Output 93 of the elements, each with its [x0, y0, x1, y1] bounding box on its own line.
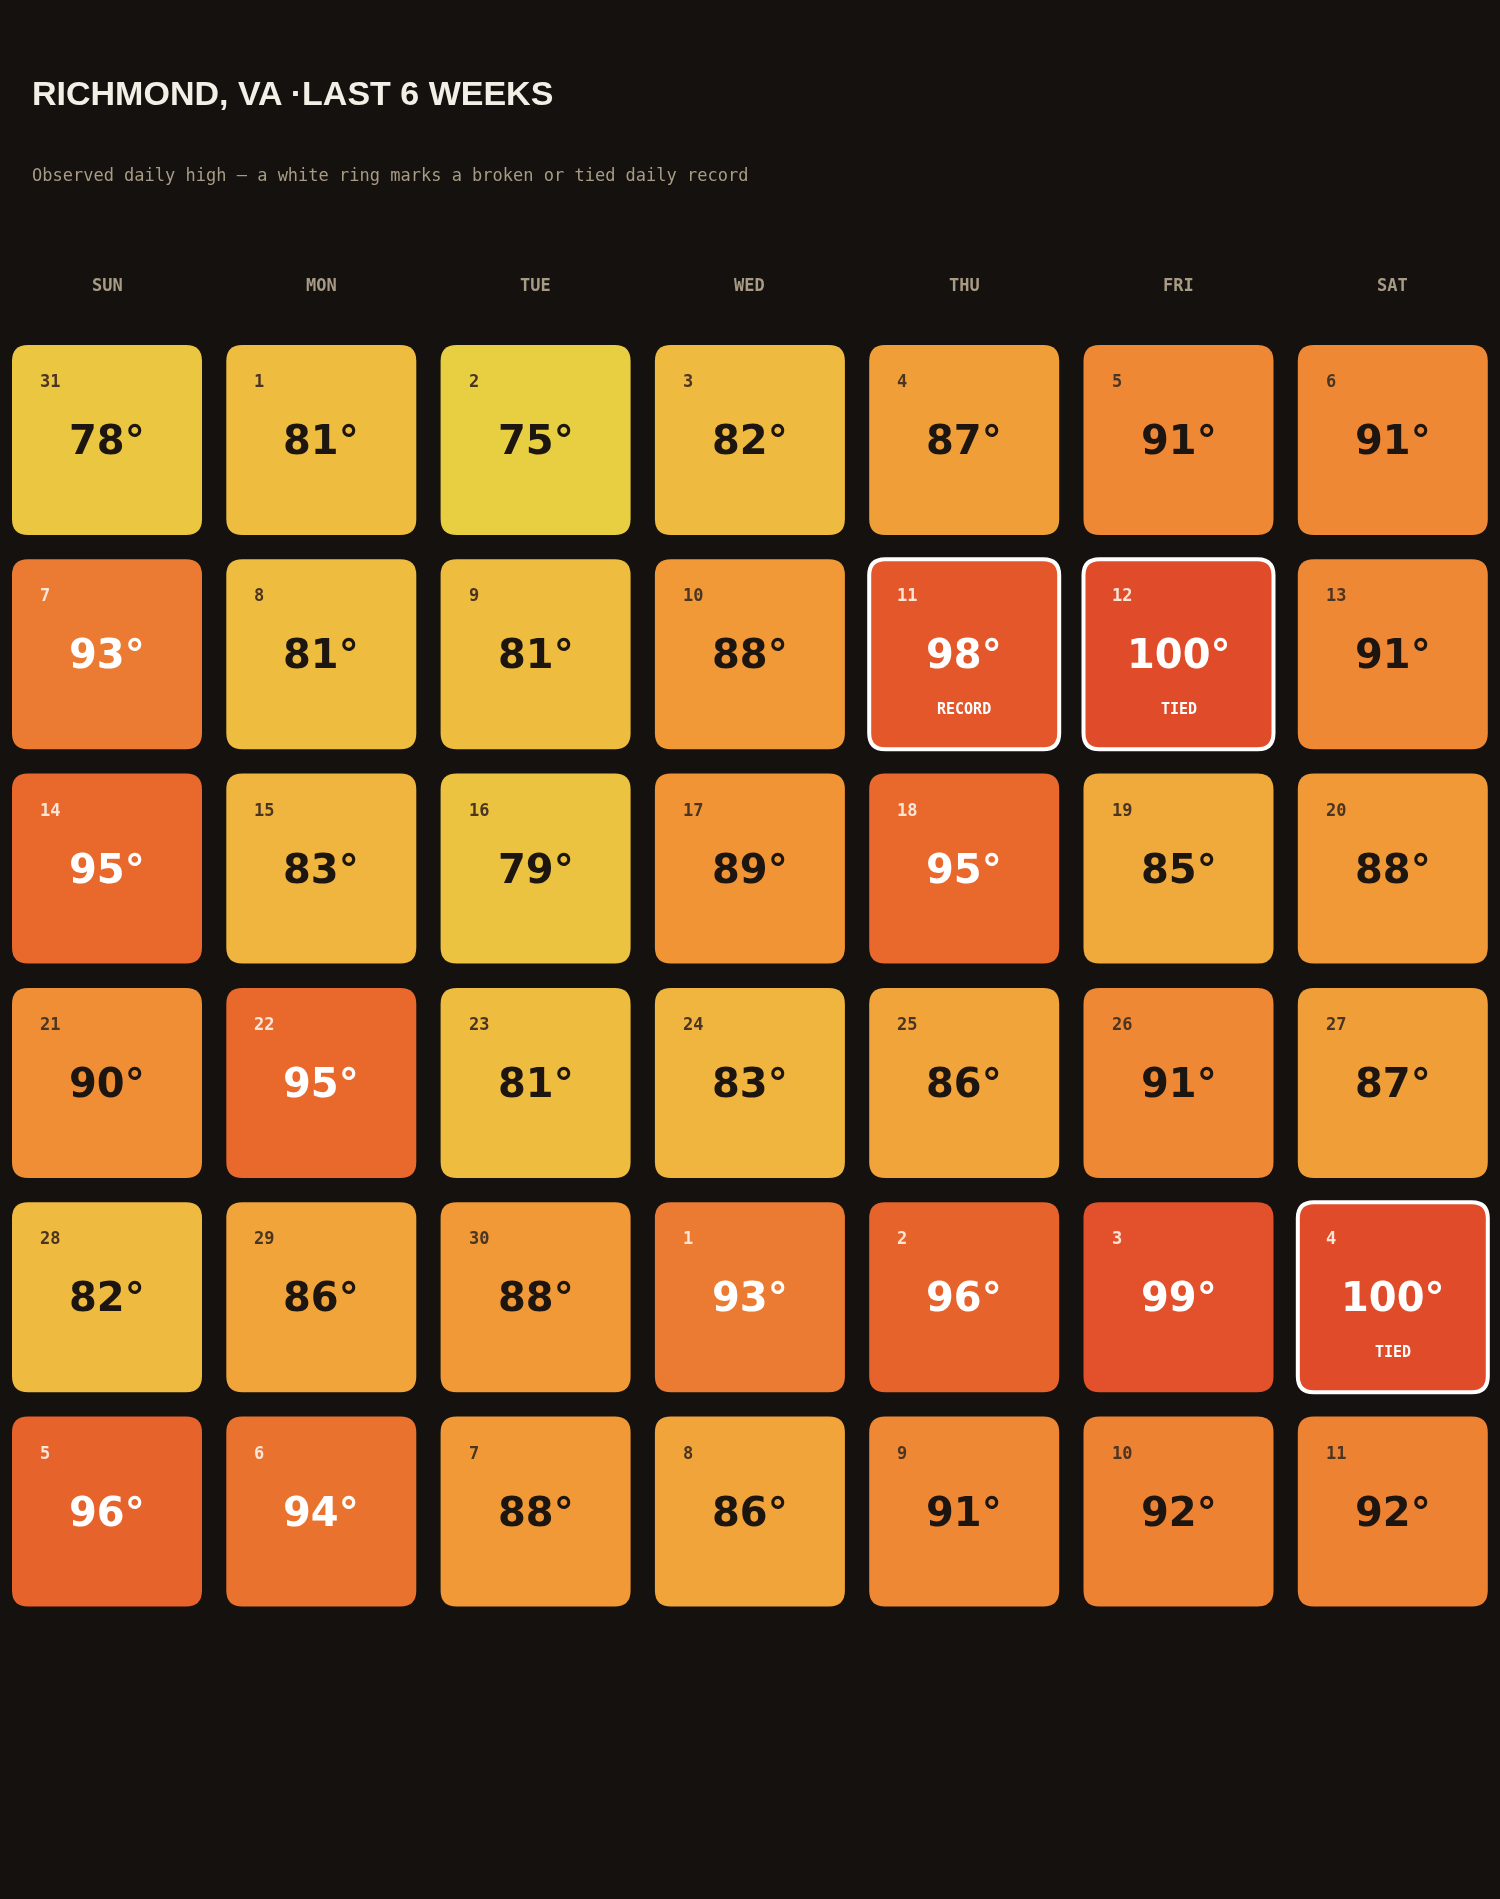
data-label: 81° [283, 631, 359, 677]
annotation: 13 [1326, 585, 1347, 605]
annotation: 12 [1112, 585, 1133, 605]
data-label: 96° [926, 1274, 1002, 1320]
data-label: 96° [69, 1489, 145, 1535]
chart-title: RICHMOND, VA ·LAST 6 WEEKS [32, 74, 554, 112]
x-tick-label: THU [949, 275, 980, 295]
annotation: 9 [897, 1443, 908, 1463]
annotation: 10 [683, 585, 704, 605]
annotation: 30 [469, 1228, 490, 1248]
annotation: 6 [1326, 371, 1337, 391]
annotation: 11 [897, 585, 918, 605]
data-label: 88° [1355, 846, 1431, 892]
data-label: 86° [712, 1489, 788, 1535]
data-label: 93° [712, 1274, 788, 1320]
data-label: 99° [1141, 1274, 1217, 1320]
data-label: 86° [283, 1274, 359, 1320]
data-label: 91° [1141, 1060, 1217, 1106]
annotation: 20 [1326, 800, 1347, 820]
data-label: 87° [1355, 1060, 1431, 1106]
annotation: 1 [254, 371, 265, 391]
annotation: 25 [897, 1014, 918, 1034]
data-label: 78° [69, 417, 145, 463]
data-label: 81° [498, 631, 574, 677]
annotation: 9 [469, 585, 480, 605]
annotation: 24 [683, 1014, 704, 1034]
annotation: 4 [897, 371, 908, 391]
annotation: 14 [40, 800, 61, 820]
annotation: 4 [1326, 1228, 1337, 1248]
annotation: 10 [1112, 1443, 1133, 1463]
annotation: 31 [40, 371, 61, 391]
x-tick-label: WED [734, 275, 765, 295]
annotation: 8 [683, 1443, 694, 1463]
x-tick-label: MON [306, 275, 337, 295]
data-label: 94° [283, 1489, 359, 1535]
annotation: 18 [897, 800, 918, 820]
data-label: 81° [498, 1060, 574, 1106]
annotation: 1 [683, 1228, 694, 1248]
annotation: 26 [1112, 1014, 1133, 1034]
data-label: 85° [1141, 846, 1217, 892]
data-label: 91° [1355, 631, 1431, 677]
data-label: 93° [69, 631, 145, 677]
data-label: 100° TIED [1341, 1274, 1445, 1361]
data-label: 87° [926, 417, 1002, 463]
x-tick-label: FRI [1163, 275, 1194, 295]
data-label: 95° [926, 846, 1002, 892]
annotation: 23 [469, 1014, 490, 1034]
x-tick-label: TUE [520, 275, 551, 295]
annotation: 2 [897, 1228, 908, 1248]
data-label: 82° [712, 417, 788, 463]
annotation: 29 [254, 1228, 275, 1248]
annotation: 6 [254, 1443, 265, 1463]
data-label: 75° [498, 417, 574, 463]
annotation: 3 [683, 371, 694, 391]
data-label: 88° [498, 1489, 574, 1535]
data-label: 83° [712, 1060, 788, 1106]
data-label: 95° [283, 1060, 359, 1106]
data-label: 86° [926, 1060, 1002, 1106]
annotation: 5 [40, 1443, 51, 1463]
data-label: 91° [926, 1489, 1002, 1535]
x-tick-label: SUN [92, 275, 123, 295]
data-label: 82° [69, 1274, 145, 1320]
data-label: 83° [283, 846, 359, 892]
data-label: 100° TIED [1127, 631, 1231, 718]
data-label: 88° [712, 631, 788, 677]
annotation: 27 [1326, 1014, 1347, 1034]
annotation: 11 [1326, 1443, 1347, 1463]
annotation: 17 [683, 800, 704, 820]
annotation: 21 [40, 1014, 61, 1034]
data-label: 89° [712, 846, 788, 892]
data-label: 79° [498, 846, 574, 892]
annotation: 5 [1112, 371, 1123, 391]
data-label: 92° [1141, 1489, 1217, 1535]
annotation: 8 [254, 585, 265, 605]
annotation: 15 [254, 800, 275, 820]
data-label: 92° [1355, 1489, 1431, 1535]
data-label: 91° [1355, 417, 1431, 463]
data-label: 90° [69, 1060, 145, 1106]
data-label: 98° RECORD [926, 631, 1002, 718]
annotation: 16 [469, 800, 490, 820]
annotation: 19 [1112, 800, 1133, 820]
annotation: 28 [40, 1228, 61, 1248]
chart-subtitle: Observed daily high — a white ring marks a broken or tied daily record [32, 165, 749, 185]
annotation: 7 [469, 1443, 480, 1463]
annotation: 22 [254, 1014, 275, 1034]
x-tick-label: SAT [1377, 275, 1408, 295]
data-label: 95° [69, 846, 145, 892]
data-label: 88° [498, 1274, 574, 1320]
annotation: 3 [1112, 1228, 1123, 1248]
data-label: 91° [1141, 417, 1217, 463]
annotation: 2 [469, 371, 480, 391]
annotation: 7 [40, 585, 51, 605]
data-label: 81° [283, 417, 359, 463]
